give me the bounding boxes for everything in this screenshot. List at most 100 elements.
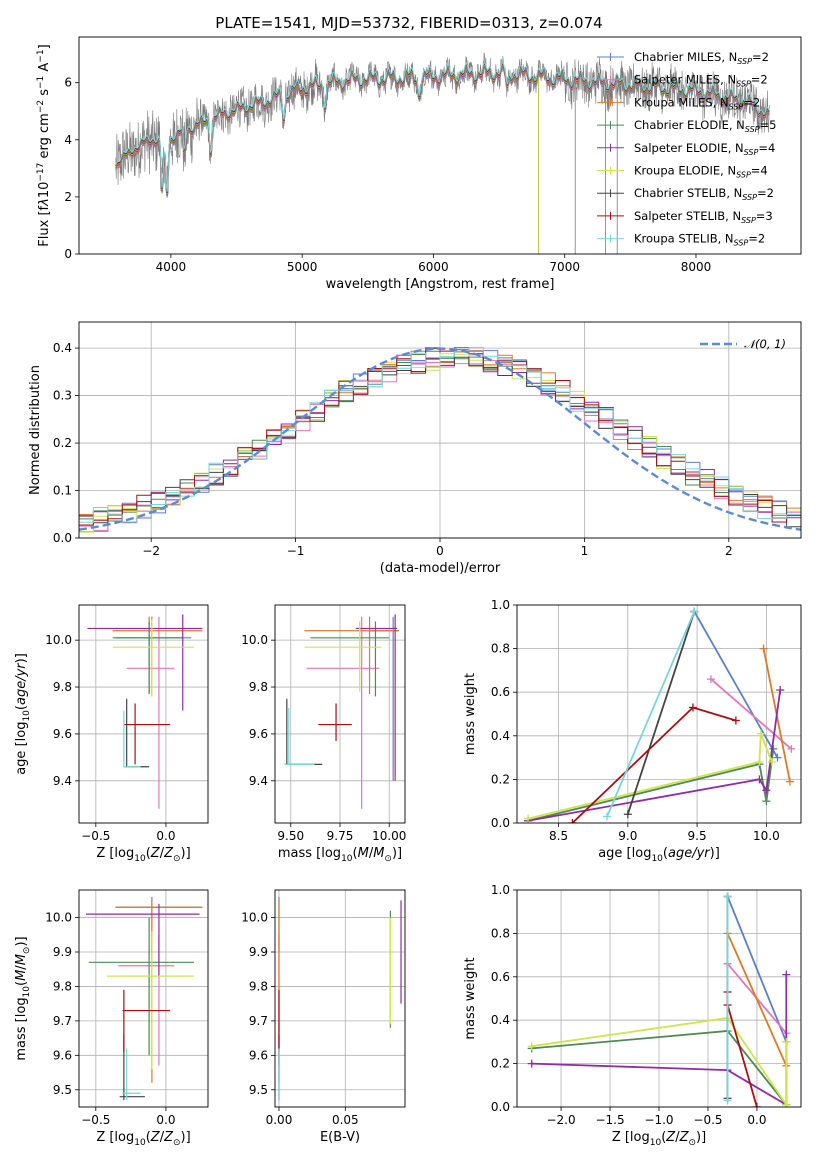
y-tick-label: 10.0: [45, 911, 72, 925]
y-axis-label: age [log10(age/yr)]: [14, 653, 32, 775]
x-tick-label: −1: [287, 544, 305, 558]
y-tick-label: 9.8: [249, 680, 268, 694]
x-tick-label: 0.0: [156, 829, 175, 843]
errorbar-kroupa-elodie: [304, 621, 382, 692]
plot-area: [79, 322, 801, 538]
y-tick-label: 0.2: [53, 436, 72, 450]
x-tick-label: −2.0: [546, 1113, 575, 1127]
plot-area: [275, 605, 405, 823]
x-axis-label: age [log10(age/yr)]: [598, 846, 720, 864]
y-tick-label: 0.3: [53, 389, 72, 403]
weight-line: [726, 896, 788, 1043]
y-axis-label: mass weight: [463, 957, 478, 1039]
y-tick-label: 4: [64, 133, 72, 147]
x-axis-label: wavelength [Angstrom, rest frame]: [326, 277, 555, 292]
weight-series-kroupa-elodie: [527, 1014, 791, 1107]
y-tick-label: 9.7: [53, 1014, 72, 1028]
y-tick-label: 0: [64, 247, 72, 261]
weight-series-chabrier-miles: [690, 607, 782, 762]
axes-weight_vs_Z: −2.0 −1.5 −1.0 −0.5 0.0 0.0 0.2 0.4 0.6 0.8 1.0 Z […: [463, 883, 802, 1148]
y-axis-label: mass weight: [463, 673, 478, 755]
x-tick-label: 9.75: [327, 829, 354, 843]
weight-line: [710, 678, 792, 750]
errorbar-kroupa-elodie: [112, 619, 194, 697]
y-tick-label: 1.0: [491, 883, 510, 897]
errorbar-chabrier-elodie: [112, 621, 183, 695]
weight-line: [571, 706, 737, 823]
axes-frame: [516, 889, 802, 1108]
histogram-kroupa-stelib: [79, 346, 801, 529]
weight-line: [606, 611, 696, 817]
y-tick-label: 9.6: [249, 727, 268, 741]
legend-label: Salpeter ELODIE, NSSP=4: [634, 141, 775, 157]
x-axis-label: (data-model)/error: [380, 561, 501, 576]
y-tick-label: 9.6: [249, 1048, 268, 1062]
x-axis-label: Z [log10(Z/Z⊙)]: [96, 846, 190, 864]
axes-frame: [274, 889, 406, 1108]
axes-spectrum: 4000 5000 6000 7000 8000 0 2 4 6 wavelength [Angs…: [36, 36, 802, 292]
x-tick-label: 0.0: [747, 1113, 766, 1127]
x-axis-label: mass [log10(M/M⊙)]: [278, 846, 402, 864]
x-tick-label: −0.5: [693, 1113, 722, 1127]
y-tick-label: 0.4: [491, 1013, 510, 1027]
x-tick-label: 5000: [287, 260, 318, 274]
errorbar-salpeter-miles: [126, 616, 175, 809]
axes-frame: [274, 604, 406, 824]
plot-area: [275, 890, 405, 1107]
weight-series-salpeter-stelib: [568, 703, 740, 823]
y-tick-label: 0.6: [491, 685, 510, 699]
x-tick-label: 10.0: [753, 829, 780, 843]
axes-frame: [78, 889, 209, 1108]
legend-label: Salpeter MILES, NSSP=2: [634, 73, 768, 89]
y-tick-label: 0.1: [53, 484, 72, 498]
y-tick-label: 0.8: [491, 642, 510, 656]
y-tick-label: 1.0: [491, 598, 510, 612]
weight-series-chabrier-elodie: [524, 744, 778, 823]
y-tick-label: 0.6: [491, 970, 510, 984]
x-tick-label: 2: [725, 544, 733, 558]
axes-frame: [78, 36, 802, 255]
x-tick-label: −0.5: [81, 829, 110, 843]
y-tick-label: 9.5: [53, 1083, 72, 1097]
y-tick-label: 0.8: [491, 926, 510, 940]
plot-area: [79, 890, 208, 1107]
x-tick-label: 0: [436, 544, 444, 558]
axes-frame: [78, 321, 802, 539]
y-tick-label: 0.0: [491, 1100, 510, 1114]
x-tick-label: 7000: [549, 260, 580, 274]
x-tick-label: 9.50: [277, 829, 304, 843]
model-line-kroupa-stelib: [115, 60, 770, 192]
y-tick-label: 9.8: [53, 680, 72, 694]
x-axis-label: E(B-V): [320, 1130, 360, 1145]
weight-line: [527, 689, 782, 822]
y-axis-label: mass [log10(M/M⊙)]: [14, 936, 32, 1060]
errorbar-chabrier-elodie: [88, 917, 194, 1056]
axes-age_vs_Z: −0.5 0.0 9.4 9.6 9.8 10.0 Z [log10(Z/Z⊙)] age […: [14, 604, 209, 864]
y-tick-label: 9.8: [53, 979, 72, 993]
errorbar-kroupa-stelib: [122, 1048, 141, 1101]
x-tick-label: −1.5: [595, 1113, 624, 1127]
y-tick-label: 9.4: [249, 774, 268, 788]
y-tick-label: 9.9: [53, 945, 72, 959]
x-tick-label: −2: [142, 544, 160, 558]
y-tick-label: 2: [64, 190, 72, 204]
legend-label: Chabrier MILES, NSSP=2: [634, 50, 769, 66]
x-tick-label: 9.0: [618, 829, 637, 843]
y-tick-label: 10.0: [241, 911, 268, 925]
errorbar-salpeter-elodie: [87, 614, 203, 711]
y-tick-label: 9.4: [53, 774, 72, 788]
weight-line: [531, 1017, 788, 1107]
legend-label: Kroupa STELIB, NSSP=2: [634, 232, 765, 248]
y-tick-label: 0.0: [491, 816, 510, 830]
weight-series-kroupa-elodie: [524, 729, 776, 823]
plot-area: [115, 52, 770, 254]
axes-frame: [78, 604, 209, 824]
y-tick-label: 0.4: [491, 729, 510, 743]
legend-label: Kroupa ELODIE, NSSP=4: [634, 164, 768, 180]
errorbar-kroupa-elodie: [107, 931, 194, 1070]
weight-line: [527, 733, 773, 820]
figure-title: PLATE=1541, MJD=53732, FIBERID=0313, z=0…: [215, 14, 602, 32]
y-tick-label: 10.0: [45, 633, 72, 647]
y-tick-label: 9.7: [249, 1014, 268, 1028]
